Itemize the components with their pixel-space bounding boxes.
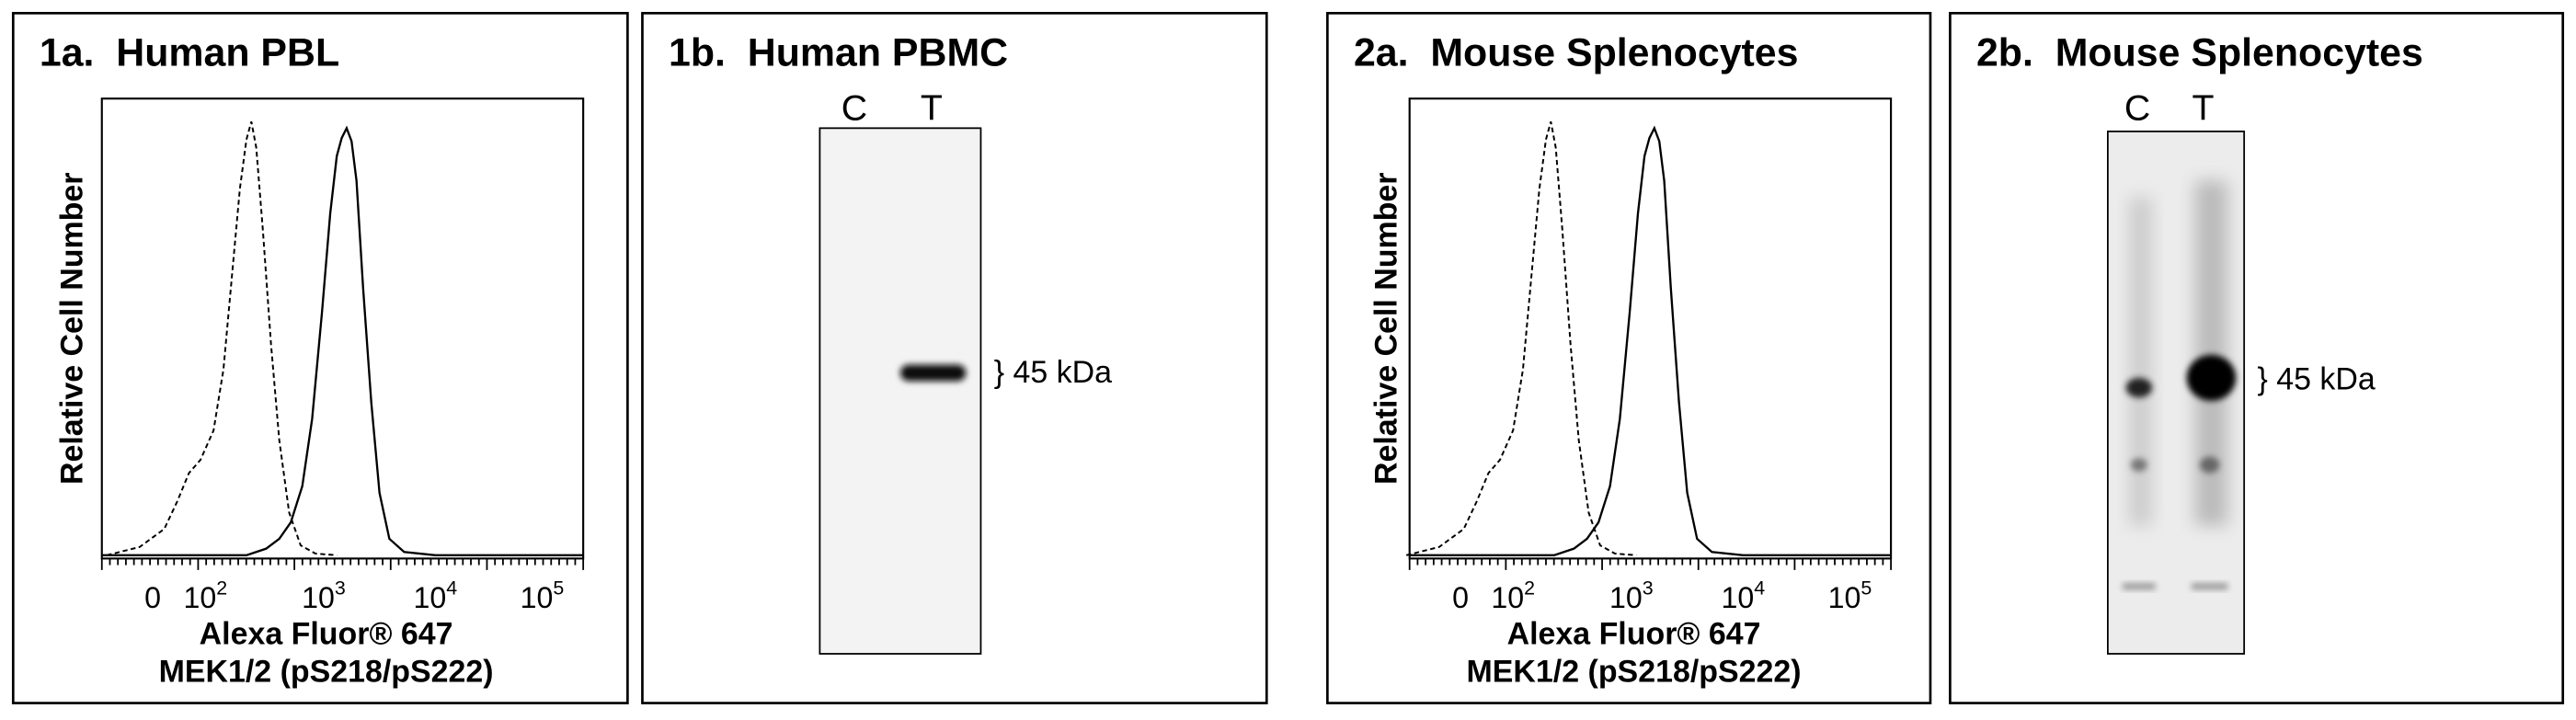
blot-band <box>2186 354 2237 401</box>
tick-exp: 2 <box>216 577 227 600</box>
tick-base: 10 <box>521 581 554 614</box>
x-tick-label: 104 <box>414 577 458 614</box>
blot-band <box>2125 377 2153 398</box>
x-tick-label: 0 <box>1452 581 1469 614</box>
plot-frame <box>100 97 585 560</box>
tick-text: 0 <box>1452 581 1469 614</box>
panel-title: 2b. Mouse Splenocytes <box>1976 30 2423 74</box>
y-axis-label: Relative Cell Number <box>54 173 89 486</box>
blot-band <box>2130 458 2147 472</box>
tick-base: 10 <box>414 581 447 614</box>
panel-title: 2a. Mouse Splenocytes <box>1354 30 1799 74</box>
x-axis-label: Alexa Fluor® 647 <box>1507 616 1761 651</box>
tick-exp: 3 <box>1643 577 1654 600</box>
x-tick-label: 105 <box>1828 577 1872 614</box>
histogram-curve-control <box>1405 120 1637 556</box>
panel-frame <box>11 11 629 704</box>
histogram-curve-control <box>106 120 338 556</box>
y-axis-label: Relative Cell Number <box>1368 173 1403 486</box>
tick-exp: 5 <box>1860 577 1872 600</box>
lane-label: C <box>841 87 867 128</box>
tick-exp: 4 <box>1754 577 1765 600</box>
x-axis-label: MEK1/2 (pS218/pS222) <box>159 654 494 689</box>
x-tick-label: 102 <box>183 577 227 614</box>
x-tick-label: 102 <box>1491 577 1535 614</box>
blot-band <box>2122 583 2156 590</box>
tick-base: 10 <box>302 581 335 614</box>
tick-exp: 3 <box>335 577 346 600</box>
blot-band <box>2199 456 2220 474</box>
blot-band <box>2191 583 2228 590</box>
x-tick-label: 0 <box>144 581 161 614</box>
x-tick-label: 103 <box>1609 577 1654 614</box>
lane-smear <box>2129 197 2153 526</box>
tick-base: 10 <box>1491 581 1524 614</box>
band-label: } 45 kDa <box>2257 361 2375 396</box>
x-tick-label: 103 <box>302 577 346 614</box>
blot-band <box>899 364 967 382</box>
tick-exp: 4 <box>446 577 457 600</box>
x-axis-label: Alexa Fluor® 647 <box>200 616 453 651</box>
lane-smear <box>2194 180 2228 526</box>
tick-text: 0 <box>144 581 161 614</box>
panel-title: 1a. Human PBL <box>40 30 339 74</box>
tick-base: 10 <box>1721 581 1754 614</box>
panel-frame <box>641 11 1268 704</box>
tick-base: 10 <box>183 581 216 614</box>
x-tick-label: 105 <box>521 577 565 614</box>
histogram-curve-treated <box>101 125 584 556</box>
lane-label: C <box>2124 87 2150 128</box>
x-axis-label: MEK1/2 (pS218/pS222) <box>1467 654 1802 689</box>
tick-base: 10 <box>1609 581 1643 614</box>
lane-label: T <box>2192 87 2214 128</box>
x-tick-label: 104 <box>1721 577 1765 614</box>
panel-frame <box>1326 11 1932 704</box>
histogram-curve-treated <box>1409 125 1892 556</box>
band-label: } 45 kDa <box>994 355 1112 390</box>
lane-label: T <box>921 87 943 128</box>
panel-title: 1b. Human PBMC <box>669 30 1008 74</box>
tick-base: 10 <box>1828 581 1861 614</box>
panel-frame <box>1949 11 2565 704</box>
blot-lane-box <box>819 127 982 655</box>
tick-exp: 2 <box>1524 577 1535 600</box>
tick-exp: 5 <box>553 577 564 600</box>
